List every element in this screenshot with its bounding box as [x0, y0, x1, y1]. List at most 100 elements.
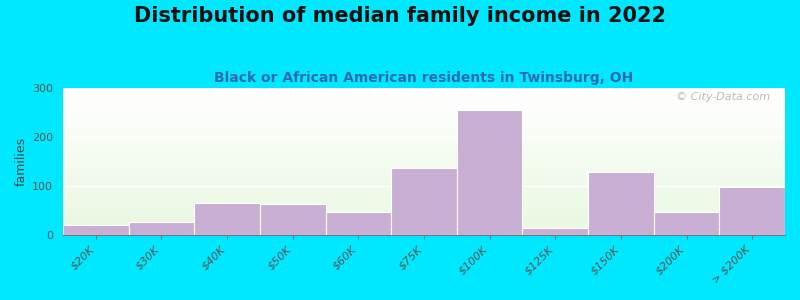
- Bar: [63, 136, 785, 137]
- Bar: [63, 119, 785, 120]
- Bar: [63, 102, 785, 103]
- Bar: [63, 95, 785, 96]
- Bar: [63, 234, 785, 235]
- Bar: [63, 149, 785, 150]
- Bar: [63, 88, 785, 89]
- Bar: [63, 120, 785, 121]
- Bar: [63, 177, 785, 178]
- Bar: [63, 101, 785, 102]
- Bar: [63, 150, 785, 151]
- Bar: [63, 115, 785, 116]
- Bar: [63, 99, 785, 100]
- Bar: [63, 104, 785, 105]
- Bar: [63, 162, 785, 163]
- Bar: [63, 212, 785, 213]
- Bar: [63, 147, 785, 148]
- Bar: [63, 191, 785, 192]
- Bar: [63, 108, 785, 109]
- Bar: [63, 169, 785, 170]
- Bar: [63, 227, 785, 228]
- Bar: [63, 145, 785, 146]
- Bar: [63, 215, 785, 216]
- Bar: [588, 172, 654, 235]
- Bar: [63, 131, 785, 132]
- Bar: [63, 194, 785, 195]
- Bar: [63, 156, 785, 157]
- Bar: [63, 230, 785, 231]
- Bar: [63, 109, 785, 110]
- Bar: [63, 154, 785, 155]
- Text: Distribution of median family income in 2022: Distribution of median family income in …: [134, 6, 666, 26]
- Bar: [63, 200, 785, 201]
- Bar: [63, 98, 785, 99]
- Bar: [63, 160, 785, 161]
- Bar: [63, 157, 785, 158]
- Bar: [63, 202, 785, 203]
- Bar: [63, 198, 785, 199]
- Bar: [63, 142, 785, 143]
- Bar: [63, 164, 785, 165]
- Bar: [63, 214, 785, 215]
- Bar: [63, 96, 785, 97]
- Bar: [63, 173, 785, 174]
- Bar: [63, 187, 785, 188]
- Bar: [63, 207, 785, 208]
- Bar: [63, 94, 785, 95]
- Bar: [63, 210, 785, 211]
- Bar: [63, 186, 785, 187]
- Bar: [63, 116, 785, 117]
- Bar: [63, 153, 785, 154]
- Bar: [63, 225, 129, 235]
- Bar: [63, 175, 785, 176]
- Bar: [63, 158, 785, 159]
- Bar: [391, 168, 457, 235]
- Bar: [63, 221, 785, 222]
- Bar: [63, 144, 785, 145]
- Bar: [63, 97, 785, 98]
- Bar: [326, 212, 391, 235]
- Bar: [63, 232, 785, 233]
- Bar: [63, 165, 785, 166]
- Bar: [63, 216, 785, 217]
- Bar: [63, 223, 785, 224]
- Bar: [63, 181, 785, 182]
- Bar: [63, 111, 785, 112]
- Bar: [63, 208, 785, 209]
- Bar: [63, 168, 785, 169]
- Bar: [63, 160, 785, 161]
- Bar: [63, 117, 785, 118]
- Bar: [63, 192, 785, 193]
- Bar: [63, 92, 785, 93]
- Bar: [63, 225, 785, 226]
- Bar: [63, 114, 785, 115]
- Bar: [63, 174, 785, 175]
- Bar: [63, 103, 785, 104]
- Bar: [63, 132, 785, 133]
- Bar: [63, 89, 785, 90]
- Bar: [63, 188, 785, 189]
- Bar: [63, 185, 785, 186]
- Bar: [63, 226, 785, 227]
- Bar: [63, 155, 785, 156]
- Bar: [63, 123, 785, 124]
- Text: © City-Data.com: © City-Data.com: [677, 92, 770, 102]
- Bar: [63, 213, 785, 214]
- Bar: [63, 204, 785, 205]
- Bar: [63, 126, 785, 127]
- Bar: [63, 133, 785, 134]
- Bar: [63, 218, 785, 219]
- Bar: [63, 112, 785, 113]
- Bar: [63, 140, 785, 141]
- Bar: [63, 135, 785, 136]
- Bar: [63, 203, 785, 204]
- Bar: [260, 204, 326, 235]
- Bar: [63, 172, 785, 173]
- Bar: [63, 205, 785, 206]
- Bar: [63, 183, 785, 184]
- Bar: [63, 232, 785, 233]
- Bar: [63, 125, 785, 126]
- Bar: [63, 176, 785, 177]
- Bar: [63, 152, 785, 153]
- Bar: [63, 197, 785, 198]
- Bar: [63, 130, 785, 131]
